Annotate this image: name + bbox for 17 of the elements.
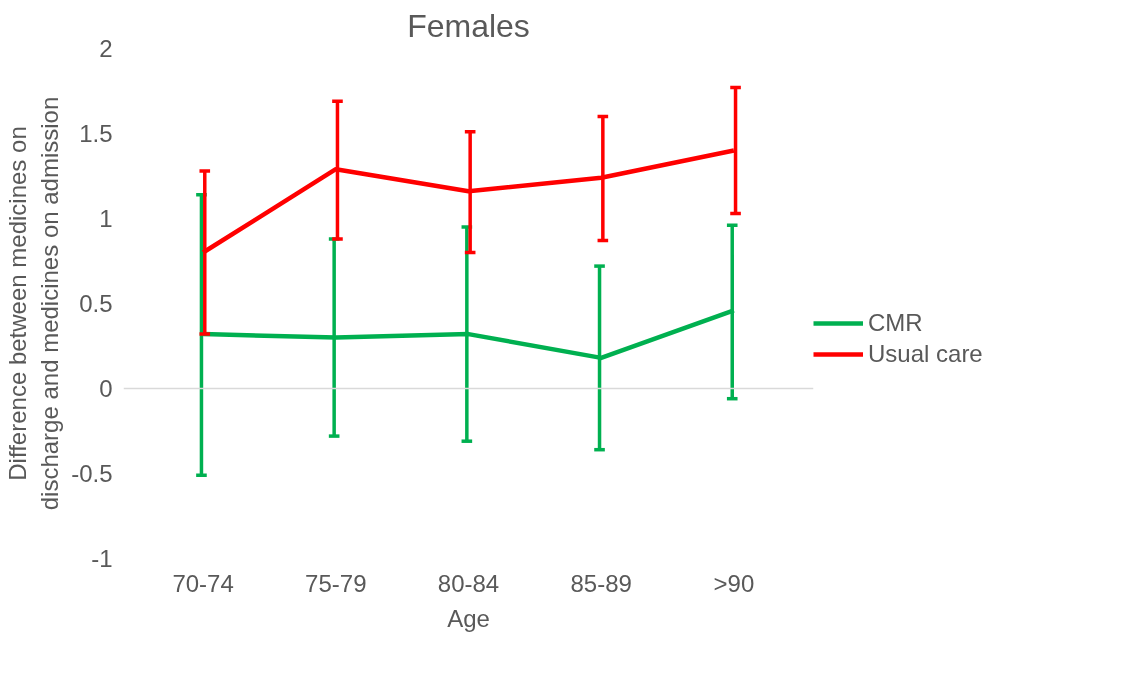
legend-label: Usual care	[868, 340, 983, 368]
y-tick-label: -1	[91, 545, 113, 572]
x-tick-label: 80-84	[437, 569, 500, 597]
x-tick-label: >90	[713, 569, 755, 597]
y-tick-label: 1.5	[79, 120, 113, 147]
x-tick-label: 85-89	[570, 569, 632, 597]
y-tick-label: 1	[99, 205, 113, 232]
legend-label: CMR	[868, 309, 923, 337]
y-axis-title: Difference between medicines on discharge and medicines on admission	[3, 96, 64, 511]
x-tick-label: 70-74	[172, 569, 234, 597]
y-tick-label: 2	[99, 35, 113, 62]
chart-title: Females	[407, 7, 530, 44]
y-tick-label: 0	[99, 375, 113, 402]
y-tick-label: 0.5	[79, 290, 113, 317]
x-tick-label: 75-79	[305, 569, 367, 597]
y-tick-label: -0.5	[71, 460, 113, 487]
x-axis-title: Age	[447, 604, 490, 632]
